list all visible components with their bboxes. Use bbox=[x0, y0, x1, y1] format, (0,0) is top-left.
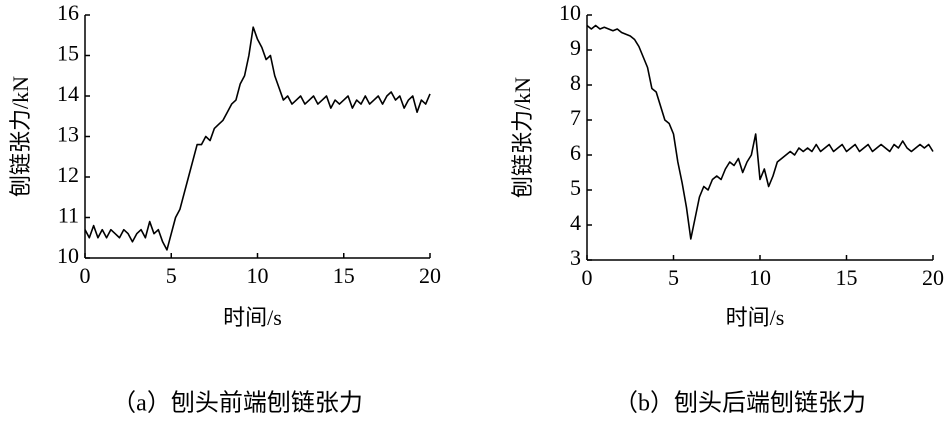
caption: （a）刨头前端刨链张力 bbox=[112, 390, 363, 417]
x-tick-label: 0 bbox=[80, 263, 91, 288]
y-tick-label: 13 bbox=[57, 122, 79, 147]
x-tick-label: 15 bbox=[836, 265, 858, 290]
x-tick-label: 0 bbox=[582, 265, 593, 290]
y-tick-label: 10 bbox=[57, 243, 79, 268]
y-tick-label: 10 bbox=[559, 0, 581, 25]
x-tick-label: 5 bbox=[668, 265, 679, 290]
y-tick-label: 3 bbox=[570, 245, 581, 270]
y-tick-label: 15 bbox=[57, 41, 79, 66]
y-tick-label: 4 bbox=[570, 210, 581, 235]
y-axis-label: 刨链张力/kN bbox=[510, 77, 535, 198]
x-tick-label: 5 bbox=[166, 263, 177, 288]
x-tick-label: 20 bbox=[922, 265, 944, 290]
y-tick-label: 16 bbox=[57, 0, 79, 25]
x-axis-label: 时间/s bbox=[223, 305, 282, 330]
x-tick-label: 20 bbox=[419, 263, 441, 288]
x-tick-label: 15 bbox=[333, 263, 355, 288]
caption: （b）刨头后端刨链张力 bbox=[614, 390, 866, 417]
y-tick-label: 12 bbox=[57, 162, 79, 187]
y-tick-label: 5 bbox=[570, 175, 581, 200]
x-axis-label: 时间/s bbox=[726, 305, 785, 330]
y-tick-label: 9 bbox=[570, 35, 581, 60]
data-line bbox=[84, 26, 431, 251]
y-tick-label: 6 bbox=[570, 140, 581, 165]
data-line bbox=[586, 24, 934, 240]
y-tick-label: 7 bbox=[570, 105, 581, 130]
y-tick-label: 8 bbox=[570, 70, 581, 95]
y-tick-label: 14 bbox=[57, 81, 79, 106]
y-tick-label: 11 bbox=[58, 203, 79, 228]
x-tick-label: 10 bbox=[749, 265, 771, 290]
y-axis-label: 刨链张力/kN bbox=[8, 76, 33, 197]
x-tick-label: 10 bbox=[247, 263, 269, 288]
